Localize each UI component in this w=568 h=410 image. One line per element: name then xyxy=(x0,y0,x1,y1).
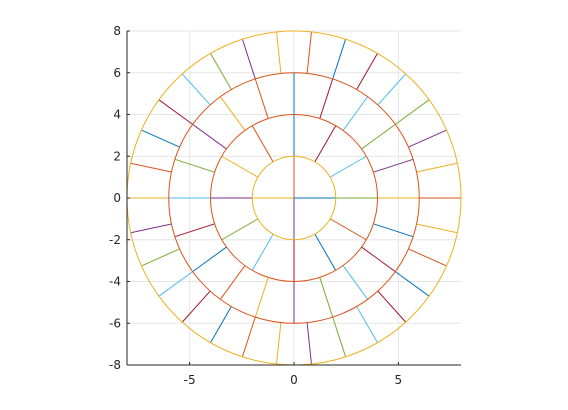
spoke-ring3-7 xyxy=(306,31,312,74)
x-tick-label-2: 5 xyxy=(395,373,403,387)
y-tick-label-5: 2 xyxy=(113,149,121,163)
spoke-ring3-19 xyxy=(181,290,211,323)
spoke-ring3-23 xyxy=(306,322,312,365)
spoke-ring2-6 xyxy=(254,78,269,119)
spoke-ring2-17 xyxy=(342,265,369,300)
spoke-ring3-3 xyxy=(395,99,430,125)
spoke-ring3-6 xyxy=(332,39,347,80)
y-tick-label-0: -8 xyxy=(109,358,121,372)
spoke-ring3-1 xyxy=(416,162,458,173)
spoke-ring3-4 xyxy=(377,73,407,106)
spoke-ring1-8 xyxy=(251,233,274,271)
spoke-ring3-29 xyxy=(416,223,458,234)
spoke-ring3-18 xyxy=(158,271,193,297)
y-tick-label-1: -6 xyxy=(109,316,121,330)
spoke-ring2-8 xyxy=(192,123,227,150)
x-tick-label-1: 0 xyxy=(290,373,298,387)
y-tick-label-3: -2 xyxy=(109,233,121,247)
spoke-ring2-1 xyxy=(373,158,414,173)
y-tick-label-8: 8 xyxy=(113,24,121,38)
spoke-ring1-7 xyxy=(221,218,259,241)
spoke-ring3-16 xyxy=(130,223,172,234)
spoke-ring1-10 xyxy=(314,233,337,271)
spoke-ring3-25 xyxy=(356,306,378,343)
spoke-ring1-1 xyxy=(329,155,367,178)
spoke-ring2-11 xyxy=(174,223,215,238)
spoke-ring2-9 xyxy=(174,158,215,173)
spoke-ring3-10 xyxy=(210,53,232,90)
spoke-ring3-12 xyxy=(158,99,193,125)
spoke-ring1-2 xyxy=(314,125,337,163)
spoke-ring3-14 xyxy=(130,162,172,173)
spoke-ring2-19 xyxy=(373,223,414,238)
y-tick-label-4: 0 xyxy=(113,191,121,205)
spoke-ring3-13 xyxy=(141,129,180,148)
spoke-ring3-26 xyxy=(377,290,407,323)
x-tick-label-0: -5 xyxy=(184,373,196,387)
spoke-ring1-11 xyxy=(329,218,367,241)
circle-r2 xyxy=(251,155,337,241)
spoke-ring3-5 xyxy=(356,53,378,90)
spoke-ring3-22 xyxy=(276,322,282,365)
spoke-ring3-17 xyxy=(141,248,180,267)
spoke-ring3-8 xyxy=(276,31,282,74)
spoke-ring3-21 xyxy=(241,316,256,357)
spoke-ring2-18 xyxy=(361,246,396,273)
spoke-ring3-2 xyxy=(408,129,447,148)
spoke-ring3-20 xyxy=(210,306,232,343)
spoke-ring3-24 xyxy=(332,316,347,357)
spoke-ring3-28 xyxy=(408,248,447,267)
spoke-ring2-14 xyxy=(254,277,269,318)
y-tick-label-6: 4 xyxy=(113,108,121,122)
y-tick-label-7: 6 xyxy=(113,66,121,80)
spoke-ring2-13 xyxy=(219,265,246,300)
circle-r4 xyxy=(210,114,378,282)
tick-labels: -5 0 5 -8 -6 -4 -2 0 2 4 6 8 xyxy=(109,24,402,387)
spoke-ring3-11 xyxy=(181,73,211,106)
spoke-ring2-12 xyxy=(192,246,227,273)
spoke-ring2-16 xyxy=(319,277,334,318)
spoke-ring3-9 xyxy=(241,39,256,80)
spoke-ring2-7 xyxy=(219,96,246,131)
spoke-ring1-5 xyxy=(221,155,259,178)
circle-r6 xyxy=(168,72,420,324)
spoke-ring2-4 xyxy=(319,78,334,119)
spoke-ring2-3 xyxy=(342,96,369,131)
spoke-ring2-2 xyxy=(361,123,396,150)
radial-spokes xyxy=(127,31,461,365)
spoke-ring3-27 xyxy=(395,271,430,297)
y-tick-label-2: -4 xyxy=(109,275,121,289)
axes xyxy=(126,30,461,366)
spoke-ring1-4 xyxy=(251,125,274,163)
